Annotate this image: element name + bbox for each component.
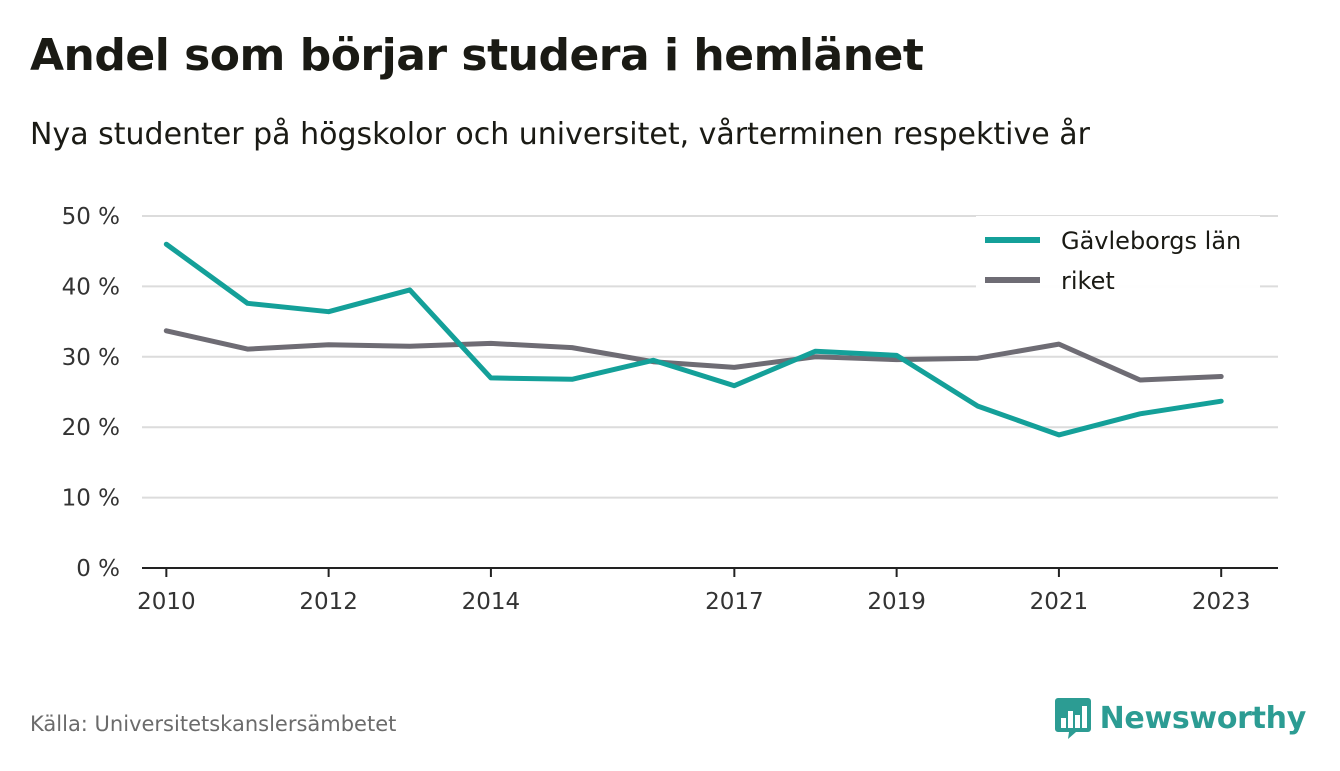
chart-subtitle: Nya studenter på högskolor och universit…	[30, 117, 1090, 152]
y-tick-label: 50 %	[62, 204, 120, 230]
x-tick-label: 2023	[1192, 589, 1251, 615]
chart-title: Andel som börjar studera i hemlänet	[30, 30, 924, 81]
x-tick-label: 2014	[462, 589, 521, 615]
y-tick-label: 0 %	[76, 556, 120, 582]
y-tick-label: 10 %	[62, 486, 120, 512]
x-tick-label: 2012	[299, 589, 358, 615]
brand-name: Newsworthy	[1099, 700, 1307, 736]
source-note: Källa: Universitetskanslersämbetet	[30, 712, 397, 736]
bar-chart-speech-bubble-icon	[1054, 698, 1091, 739]
y-tick-label: 40 %	[62, 274, 120, 300]
legend-label: Gävleborgs län	[1061, 227, 1241, 255]
y-tick-label: 30 %	[62, 345, 120, 371]
series-line-2	[163, 328, 1224, 383]
y-tick-label: 20 %	[62, 415, 120, 441]
x-tick-label: 2017	[705, 589, 764, 615]
line-chart: 0 % 10 % 20 % 30 % 40 % 50 % 2010 2012 2014 2017 2…	[62, 204, 1278, 615]
x-tick-label: 2010	[137, 589, 196, 615]
brand-logo: Newsworthy	[1054, 696, 1306, 740]
legend-label: riket	[1061, 267, 1115, 295]
x-tick-label: 2021	[1030, 589, 1089, 615]
x-tick-label: 2019	[867, 589, 926, 615]
series-line-1	[163, 241, 1224, 438]
